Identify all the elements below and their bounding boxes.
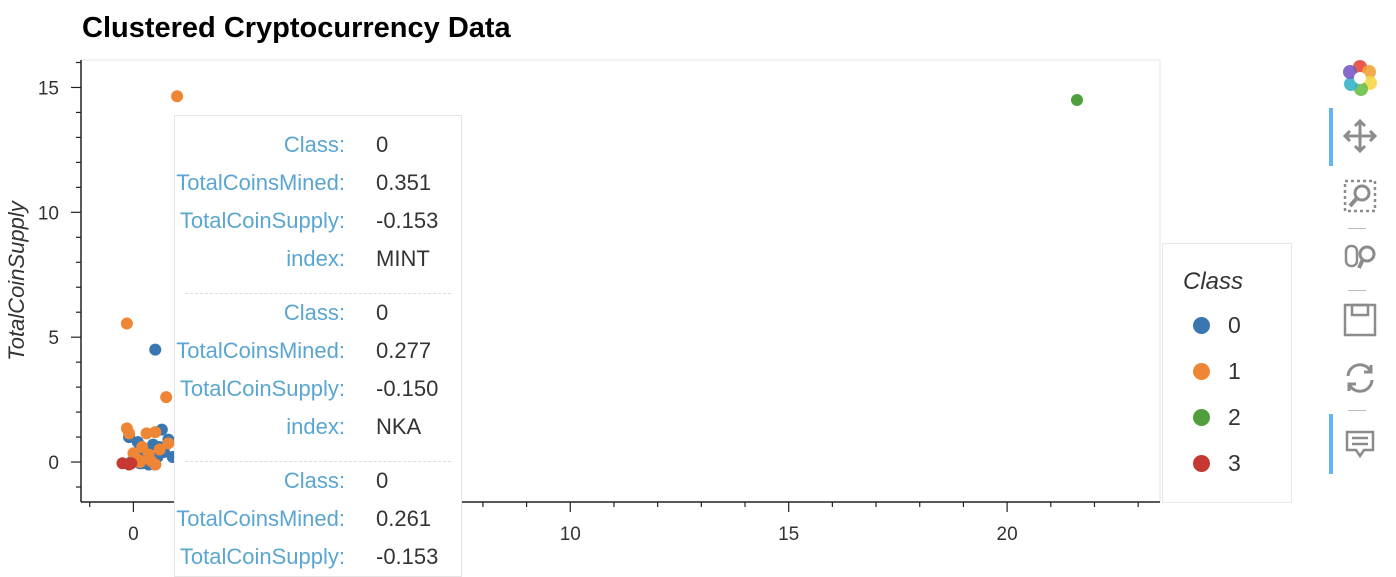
x-tick-label: 15 bbox=[778, 524, 799, 545]
tooltip-separator bbox=[185, 461, 451, 462]
tooltip-key: TotalCoinSupply: bbox=[179, 544, 345, 569]
legend-swatch-0 bbox=[1193, 316, 1210, 334]
point-class-1[interactable] bbox=[123, 427, 136, 440]
legend-label-0: 0 bbox=[1228, 311, 1241, 338]
hover-tooltip: Class: 0 TotalCoinsMined: 0.351 TotalCoi… bbox=[174, 115, 462, 577]
legend-swatch-2 bbox=[1193, 408, 1210, 426]
legend-item-3[interactable]: 3 bbox=[1193, 450, 1241, 476]
point-class-1[interactable] bbox=[149, 426, 162, 439]
point-class-1[interactable] bbox=[144, 454, 157, 467]
bokeh-logo-icon[interactable] bbox=[1340, 58, 1380, 98]
tooltip-key: TotalCoinsMined: bbox=[176, 170, 345, 195]
tooltip-separator bbox=[185, 293, 451, 294]
tooltip-key: Class: bbox=[283, 468, 345, 493]
tooltip-row-index: index: MINT bbox=[175, 246, 461, 276]
pan-active-indicator bbox=[1329, 108, 1333, 166]
toolbar-separator bbox=[1348, 410, 1366, 411]
tooltip-key: Class: bbox=[283, 132, 345, 157]
toolbar-separator bbox=[1348, 290, 1366, 291]
toolbar bbox=[1326, 52, 1396, 482]
tooltip-row-index: index: NKA bbox=[175, 414, 461, 444]
tooltip-key: index: bbox=[286, 246, 345, 271]
tooltip-value: -0.153 bbox=[376, 544, 439, 569]
tooltip-value: -0.150 bbox=[376, 376, 439, 401]
legend-title: Class bbox=[1183, 268, 1244, 295]
toolbar-separator bbox=[1348, 228, 1366, 229]
legend-item-0[interactable]: 0 bbox=[1193, 312, 1241, 338]
tooltip-key: TotalCoinSupply: bbox=[179, 208, 345, 233]
tooltip-value: -0.153 bbox=[376, 208, 439, 233]
tooltip-row-class: Class: 0 bbox=[175, 300, 461, 330]
legend: Class 0 1 2 3 bbox=[1162, 243, 1292, 503]
reset-icon[interactable] bbox=[1340, 358, 1380, 398]
legend-label-1: 1 bbox=[1228, 357, 1241, 384]
point-class-1[interactable] bbox=[160, 391, 173, 404]
y-tick-label: 15 bbox=[38, 78, 59, 99]
y-tick-label: 10 bbox=[38, 203, 59, 224]
tooltip-row-supply: TotalCoinSupply: -0.153 bbox=[175, 208, 461, 238]
hover-icon[interactable] bbox=[1340, 424, 1380, 464]
pan-icon[interactable] bbox=[1340, 116, 1380, 156]
tooltip-value: 0.261 bbox=[376, 506, 432, 531]
legend-label-3: 3 bbox=[1228, 449, 1241, 476]
tooltip-key: TotalCoinsMined: bbox=[176, 506, 345, 531]
point-class-1[interactable] bbox=[171, 90, 184, 103]
tooltip-row-mined: TotalCoinsMined: 0.261 bbox=[175, 506, 461, 536]
point-class-3[interactable] bbox=[125, 457, 138, 470]
tooltip-value: 0 bbox=[376, 468, 389, 493]
hover-active-indicator bbox=[1329, 414, 1333, 474]
tooltip-key: TotalCoinsMined: bbox=[176, 338, 345, 363]
tooltip-value: 0 bbox=[376, 300, 389, 325]
tooltip-row-supply: TotalCoinSupply: -0.150 bbox=[175, 376, 461, 406]
y-tick-label: 5 bbox=[48, 328, 59, 349]
x-tick-label: 20 bbox=[997, 524, 1018, 545]
legend-swatch-1 bbox=[1193, 362, 1210, 380]
y-axis: 0 5 10 15 bbox=[38, 60, 82, 502]
y-tick-label: 0 bbox=[48, 453, 59, 474]
tooltip-row-mined: TotalCoinsMined: 0.351 bbox=[175, 170, 461, 200]
tooltip-row-class: Class: 0 bbox=[175, 468, 461, 498]
point-class-1[interactable] bbox=[153, 443, 166, 456]
wheel-zoom-icon[interactable] bbox=[1340, 238, 1380, 278]
tooltip-key: TotalCoinSupply: bbox=[179, 376, 345, 401]
tooltip-row-class: Class: 0 bbox=[175, 132, 461, 162]
tooltip-value: MINT bbox=[376, 246, 430, 271]
x-tick-label: 10 bbox=[560, 524, 581, 545]
legend-item-1[interactable]: 1 bbox=[1193, 358, 1241, 384]
tooltip-row-supply: TotalCoinSupply: -0.153 bbox=[175, 544, 461, 574]
x-tick-label: 0 bbox=[128, 524, 139, 545]
point-class-2[interactable] bbox=[1071, 93, 1083, 106]
legend-item-2[interactable]: 2 bbox=[1193, 404, 1241, 430]
point-class-1[interactable] bbox=[120, 317, 133, 330]
y-axis-label: TotalCoinSupply bbox=[4, 199, 29, 360]
tooltip-key: Class: bbox=[283, 300, 345, 325]
save-icon[interactable] bbox=[1340, 300, 1380, 340]
box-zoom-icon[interactable] bbox=[1340, 176, 1380, 216]
point-class-0[interactable] bbox=[149, 343, 162, 356]
tooltip-key: index: bbox=[286, 414, 345, 439]
tooltip-row-mined: TotalCoinsMined: 0.277 bbox=[175, 338, 461, 368]
tooltip-value: 0 bbox=[376, 132, 389, 157]
tooltip-value: 0.277 bbox=[376, 338, 432, 363]
legend-swatch-3 bbox=[1193, 454, 1210, 472]
legend-label-2: 2 bbox=[1228, 403, 1241, 430]
tooltip-value: 0.351 bbox=[376, 170, 432, 195]
chart-title: Clustered Cryptocurrency Data bbox=[82, 12, 511, 44]
point-class-1[interactable] bbox=[162, 437, 175, 450]
tooltip-value: NKA bbox=[376, 414, 422, 439]
